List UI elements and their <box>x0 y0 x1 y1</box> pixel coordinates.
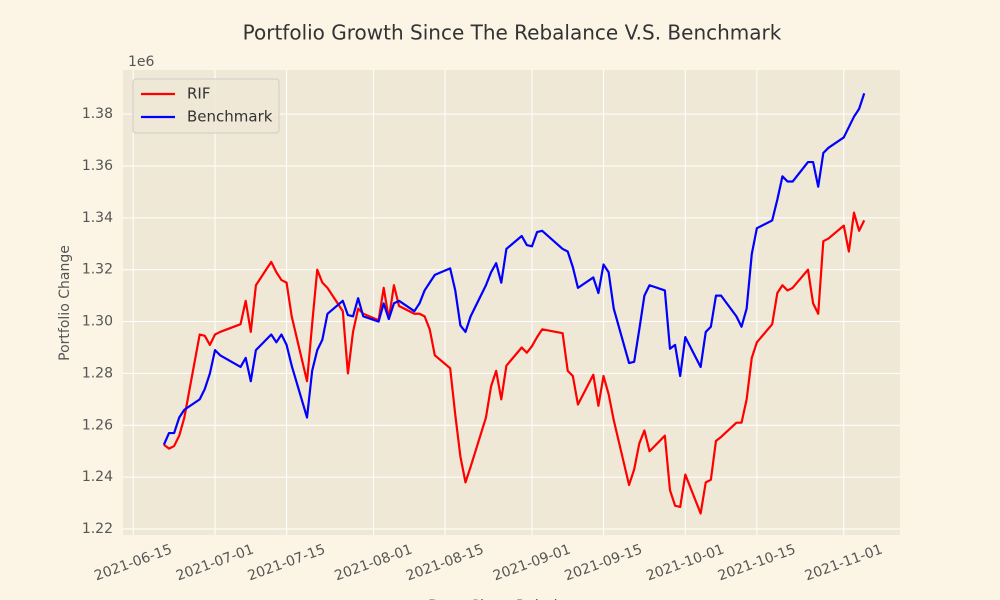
y-tick-label: 1.36 <box>82 158 113 174</box>
y-tick-label: 1.30 <box>82 314 113 330</box>
offset-label: 1e6 <box>128 54 155 70</box>
y-tick-label: 1.38 <box>82 106 113 122</box>
legend-label: Benchmark <box>187 108 273 126</box>
plot-area <box>123 70 900 535</box>
y-tick-label: 1.28 <box>82 365 113 381</box>
line-series <box>162 92 866 446</box>
x-axis-label: Days Since Rebalance <box>428 597 594 600</box>
chart-title: Portfolio Growth Since The Rebalance V.S… <box>243 21 782 45</box>
legend-box <box>132 78 280 134</box>
line-series <box>163 211 866 515</box>
y-tick-label: 1.26 <box>82 417 113 433</box>
legend: RIF Benchmark <box>132 78 280 134</box>
legend-label: RIF <box>187 85 210 103</box>
y-tick-label: 1.32 <box>82 262 113 278</box>
y-tick-label: 1.22 <box>82 521 113 537</box>
y-tick-label: 1.34 <box>82 210 113 226</box>
y-tick-label: 1.24 <box>82 469 113 485</box>
y-axis-label: Portfolio Change <box>57 245 73 361</box>
